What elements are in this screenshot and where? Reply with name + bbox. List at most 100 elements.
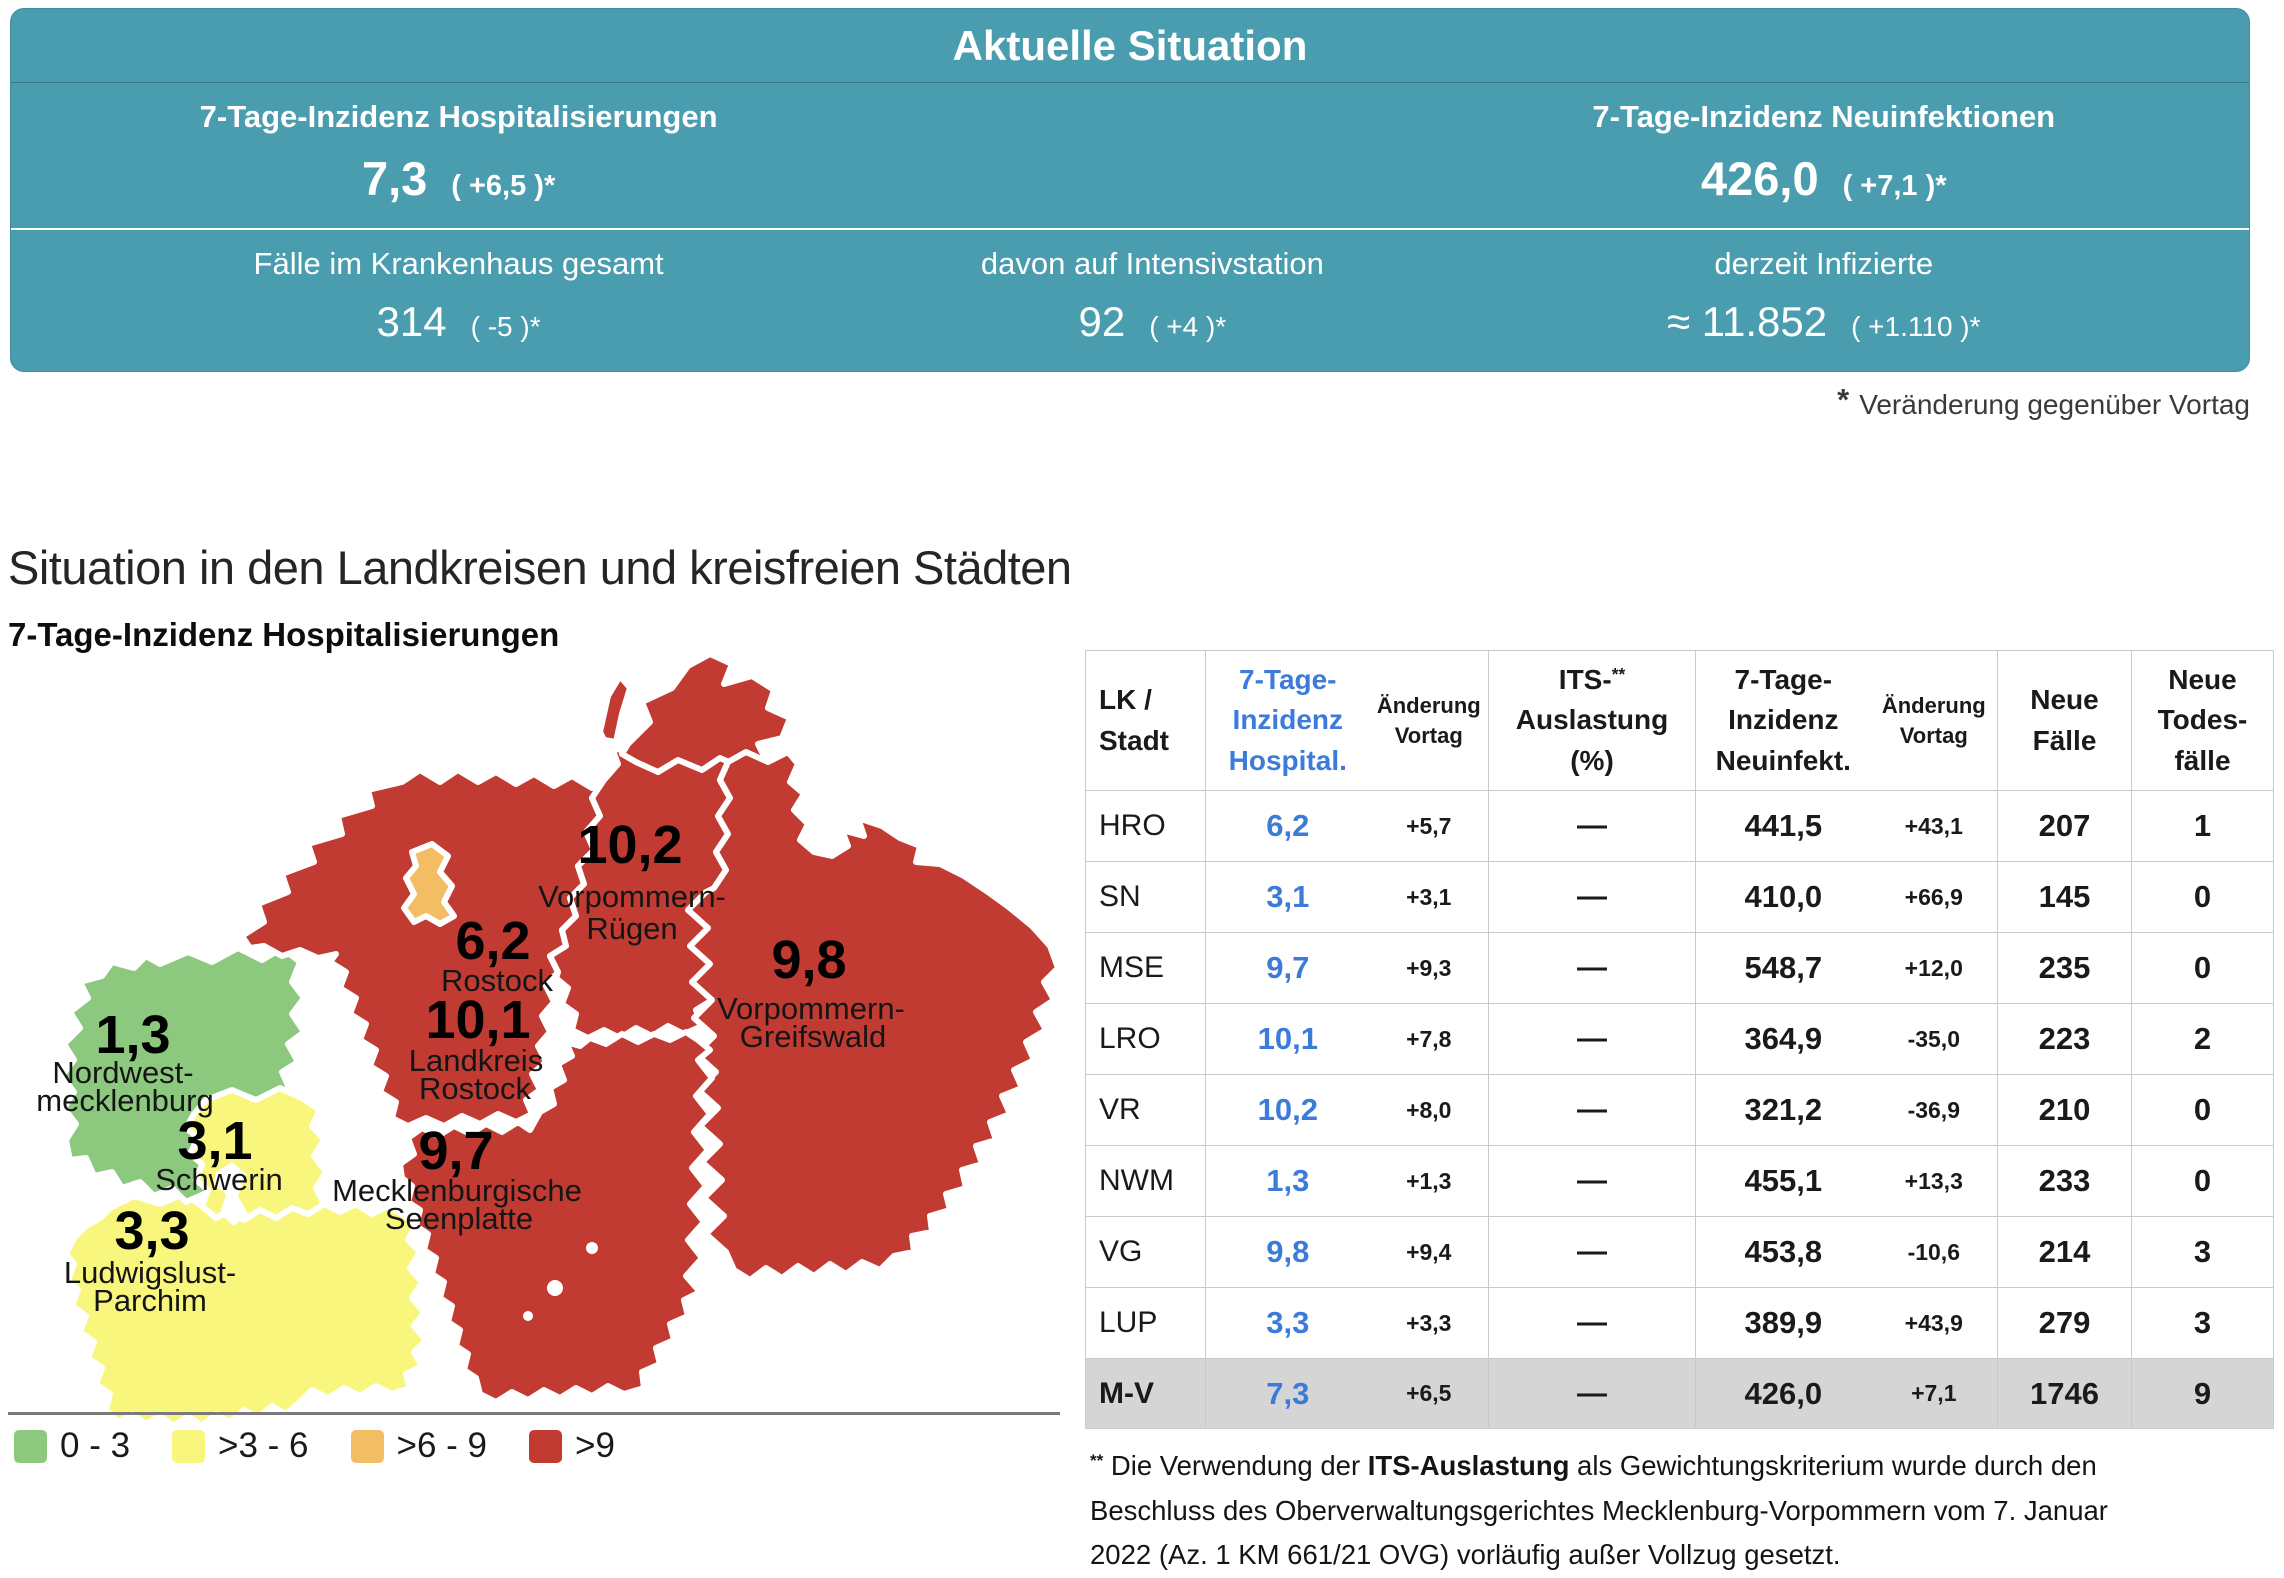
cell-faelle: 235	[1998, 933, 2132, 1004]
legend-swatch-red	[529, 1429, 563, 1463]
map-value-vr: 10,2	[577, 815, 682, 875]
table-row-lup: LUP 3,3 +3,3 — 389,9 +43,9 279 3	[1086, 1288, 2274, 1359]
cell-neu-chg: -10,6	[1907, 1238, 1960, 1265]
cell-its: —	[1489, 862, 1696, 933]
cell-neu-chg: +43,9	[1904, 1309, 1963, 1336]
cell-hosp-chg: +3,3	[1406, 1309, 1452, 1336]
cell-hosp-chg: +9,3	[1406, 954, 1452, 981]
col-header-neue-faelle: Neue Fälle	[1998, 651, 2132, 791]
cell-tote: 9	[2132, 1359, 2274, 1429]
cell-its: —	[1489, 1004, 1696, 1075]
kpi-krankenhaus-label: Fälle im Krankenhaus gesamt	[253, 246, 664, 281]
cell-tote: 0	[2132, 933, 2274, 1004]
cell-code: MSE	[1086, 933, 1206, 1004]
legend-divider	[8, 1412, 1060, 1415]
kpi-infizierte-value: ≈ 11.852	[1667, 298, 1828, 345]
map-name-vr-1: Vorpommern-	[538, 879, 726, 914]
section-title: Situation in den Landkreisen und kreisfr…	[8, 541, 1072, 594]
legend-item-yellow: >3 - 6	[172, 1426, 309, 1466]
map-legend: 0 - 3 >3 - 6 >6 - 9 >9	[14, 1426, 657, 1466]
cell-code: VG	[1086, 1217, 1206, 1288]
map-name-sn: Schwerin	[155, 1162, 283, 1197]
cell-neu-chg: -36,9	[1907, 1096, 1960, 1123]
cell-its: —	[1489, 1217, 1696, 1288]
cell-faelle: 279	[1998, 1288, 2132, 1359]
its-footnote: ** Die Verwendung der ITS-Auslastung als…	[1090, 1444, 2275, 1578]
table-row-lro: LRO 10,1 +7,8 — 364,9 -35,0 223 2	[1086, 1004, 2274, 1075]
banner-divider	[11, 228, 2249, 230]
table-row-nwm: NWM 1,3 +1,3 — 455,1 +13,3 233 0	[1086, 1146, 2274, 1217]
kpi-krankenhaus: Fälle im Krankenhaus gesamt 314 ( -5 )*	[11, 230, 906, 371]
map-name-lup-1: Ludwigslust-	[64, 1255, 236, 1290]
cell-code: HRO	[1086, 791, 1206, 862]
legend-item-green: 0 - 3	[14, 1426, 130, 1466]
cell-code: LUP	[1086, 1288, 1206, 1359]
table-row-hro: HRO 6,2 +5,7 — 441,5 +43,1 207 1	[1086, 791, 2274, 862]
map-value-lro: 10,1	[425, 990, 530, 1050]
cell-tote: 3	[2132, 1288, 2274, 1359]
map-value-nwm: 1,3	[95, 1005, 170, 1065]
cell-faelle: 210	[1998, 1075, 2132, 1146]
kpi-intensiv-change: ( +4 )*	[1149, 311, 1227, 342]
cell-tote: 3	[2132, 1217, 2274, 1288]
cell-faelle: 223	[1998, 1004, 2132, 1075]
cell-hosp: 9,7	[1266, 950, 1310, 985]
cell-neu: 364,9	[1744, 1021, 1823, 1056]
col-header-hosp: 7-Tage- Inzidenz Hospital. Änderung Vortag	[1206, 651, 1489, 791]
kpi-neuinf-inzidenz: 7-Tage-Inzidenz Neuinfektionen 426,0 ( +…	[1399, 83, 2249, 228]
cell-hosp-chg: +1,3	[1406, 1167, 1452, 1194]
footnote-line1a: Die Verwendung der	[1110, 1450, 1368, 1481]
cell-hosp: 10,2	[1257, 1092, 1318, 1127]
kpi-krankenhaus-value: 314	[376, 298, 447, 345]
cell-hosp-chg: +8,0	[1406, 1096, 1452, 1123]
cell-code: VR	[1086, 1075, 1206, 1146]
ruegen-island	[619, 651, 793, 775]
hiddensee-island	[597, 673, 633, 745]
cell-neu: 453,8	[1744, 1234, 1823, 1269]
legend-item-orange: >6 - 9	[350, 1426, 488, 1466]
legend-label-orange: >6 - 9	[396, 1426, 488, 1465]
kpi-hosp-label: 7-Tage-Inzidenz Hospitalisierungen	[199, 99, 718, 134]
footnote-line1b: ITS-Auslastung	[1367, 1450, 1570, 1481]
cell-neu: 441,5	[1744, 808, 1823, 843]
map-name-nwm-1: Nordwest-	[52, 1055, 193, 1090]
table-row-sn: SN 3,1 +3,1 — 410,0 +66,9 145 0	[1086, 862, 2274, 933]
map-name-lup-2: Parchim	[93, 1283, 207, 1318]
cell-its: —	[1489, 791, 1696, 862]
cell-code: LRO	[1086, 1004, 1206, 1075]
cell-hosp: 9,8	[1266, 1234, 1310, 1269]
map-value-sn: 3,1	[177, 1111, 252, 1171]
banner-footnote: * Veränderung gegenüber Vortag	[10, 382, 2250, 422]
cell-neu-chg: +13,3	[1904, 1167, 1963, 1194]
region-vorpommern-greifswald	[685, 749, 1061, 1283]
cell-hosp-chg: +5,7	[1406, 812, 1452, 839]
col-header-neuinfekt: 7-Tage- Inzidenz Neuinfekt. Änderung Vortag	[1696, 651, 1998, 791]
cell-hosp: 1,3	[1266, 1163, 1310, 1198]
kpi-intensiv: davon auf Intensivstation 92 ( +4 )*	[906, 230, 1398, 371]
cell-its: —	[1489, 1359, 1696, 1429]
map-name-nwm-2: mecklenburg	[36, 1083, 213, 1118]
cell-its: —	[1489, 1075, 1696, 1146]
kpi-intensiv-label: davon auf Intensivstation	[980, 246, 1324, 281]
cell-hosp-chg: +3,1	[1406, 883, 1452, 910]
footnote-text: Veränderung gegenüber Vortag	[1859, 389, 2250, 420]
cell-neu-chg: +12,0	[1904, 954, 1963, 981]
legend-label-yellow: >3 - 6	[218, 1426, 309, 1465]
cell-faelle: 214	[1998, 1217, 2132, 1288]
table-row-vr: VR 10,2 +8,0 — 321,2 -36,9 210 0	[1086, 1075, 2274, 1146]
cell-hosp: 3,1	[1266, 879, 1310, 914]
lake-small-1	[586, 1242, 598, 1254]
kpi-infizierte-change: ( +1.110 )*	[1851, 311, 1981, 342]
map-name-mse-1: Mecklenburgische	[332, 1173, 582, 1208]
map-name-mse-2: Seenplatte	[385, 1201, 533, 1236]
map-value-mse: 9,7	[418, 1121, 493, 1181]
kpi-hosp-change: ( +6,5 )*	[451, 170, 556, 202]
cell-its: —	[1489, 1146, 1696, 1217]
cell-faelle: 145	[1998, 862, 2132, 933]
col-header-todesfaelle: Neue Todes-fälle	[2132, 651, 2274, 791]
cell-hosp-chg: +9,4	[1406, 1238, 1452, 1265]
lake-mueritz	[547, 1280, 563, 1296]
cell-neu: 410,0	[1744, 879, 1823, 914]
cell-neu: 455,1	[1744, 1163, 1823, 1198]
kpi-krankenhaus-change: ( -5 )*	[470, 311, 541, 342]
